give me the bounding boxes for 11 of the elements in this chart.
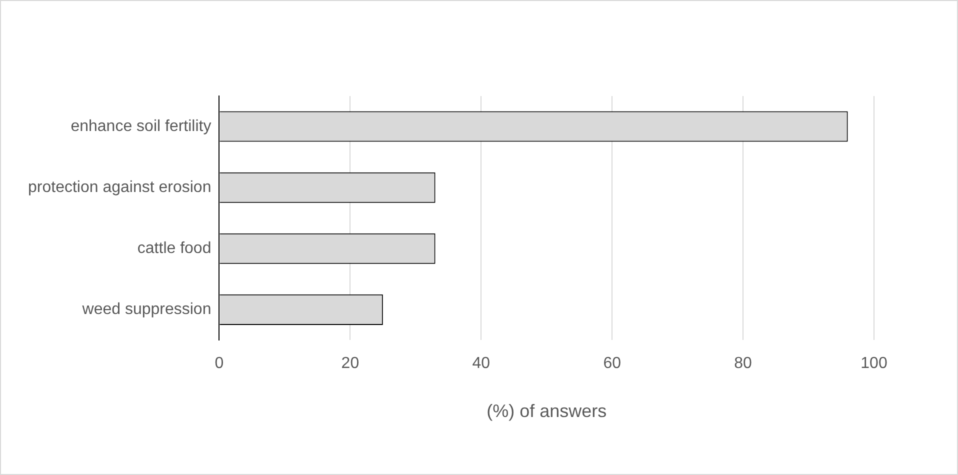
x-tick-label: 80 xyxy=(734,355,752,372)
y-tick-label: protection against erosion xyxy=(28,178,212,196)
x-tick-label: 60 xyxy=(603,355,622,372)
x-tick-label: 40 xyxy=(472,355,490,372)
y-tick-label: enhance soil fertility xyxy=(70,118,212,135)
y-tick-label: cattle food xyxy=(137,240,212,258)
x-axis-title: (%) of answers xyxy=(486,401,607,422)
y-tick-label: weed suppression xyxy=(81,301,212,318)
x-tick-label: 100 xyxy=(860,355,888,372)
x-tick-label: 0 xyxy=(214,355,224,372)
x-tick-label: 20 xyxy=(341,355,360,372)
